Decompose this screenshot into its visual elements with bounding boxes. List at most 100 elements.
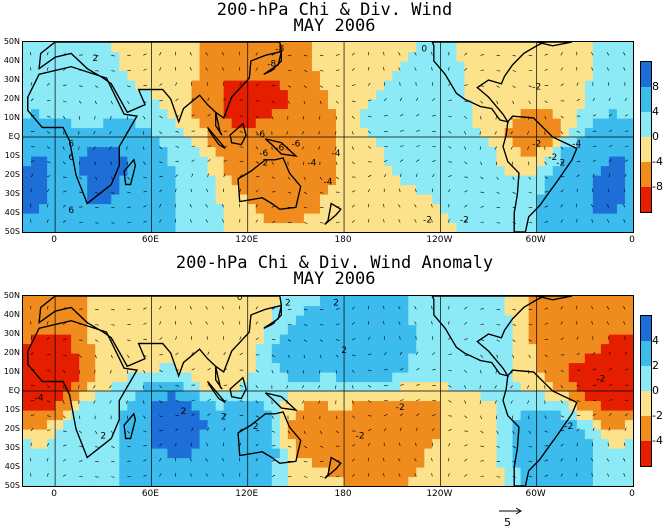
field-cell	[552, 70, 562, 81]
field-cell	[352, 108, 361, 119]
field-cell	[400, 476, 409, 486]
field-cell	[95, 194, 104, 205]
field-cell	[295, 165, 305, 176]
field-cell	[191, 400, 201, 411]
contour-label: 6	[68, 140, 74, 150]
field-cell	[159, 438, 169, 449]
field-cell	[584, 51, 594, 62]
field-cell	[175, 343, 185, 354]
field-cell	[528, 80, 538, 91]
field-cell	[352, 184, 361, 195]
field-cell	[520, 146, 530, 157]
field-cell	[336, 156, 345, 167]
field-cell	[215, 334, 225, 345]
wind-vector	[205, 219, 208, 223]
field-cell	[456, 372, 466, 383]
field-cell	[239, 127, 249, 138]
field-cell	[223, 203, 233, 214]
wind-vector	[608, 384, 613, 386]
field-cell	[279, 127, 289, 138]
field-cell	[456, 438, 466, 449]
field-cell	[183, 203, 193, 214]
field-cell	[456, 343, 466, 354]
field-cell	[31, 89, 40, 100]
field-cell	[23, 467, 32, 478]
field-cell	[480, 419, 490, 430]
field-cell	[47, 429, 56, 440]
field-cell	[384, 127, 393, 138]
field-cell	[271, 108, 281, 119]
field-cell	[472, 184, 482, 195]
field-cell	[159, 353, 169, 364]
field-cell	[311, 70, 321, 81]
contour-label: -6	[291, 140, 300, 150]
field-cell	[328, 80, 337, 91]
field-cell	[624, 156, 633, 167]
field-cell	[127, 184, 136, 195]
field-cell	[199, 80, 209, 91]
field-cell	[295, 222, 305, 232]
wind-vector	[46, 175, 51, 178]
wind-vector	[352, 354, 356, 357]
field-cell	[496, 400, 506, 411]
field-cell	[135, 61, 144, 72]
wind-vector	[607, 442, 610, 447]
field-cell	[480, 457, 490, 468]
wind-vector	[222, 188, 224, 193]
field-cell	[552, 381, 562, 392]
wind-vector	[319, 100, 322, 105]
field-cell	[191, 42, 201, 53]
field-cell	[167, 203, 177, 214]
field-cell	[560, 315, 570, 326]
field-cell	[39, 51, 48, 62]
field-cell	[536, 137, 546, 148]
field-cell	[448, 438, 458, 449]
field-cell	[103, 410, 112, 421]
field-cell	[624, 448, 633, 459]
field-cell	[624, 353, 633, 364]
field-cell	[392, 467, 401, 478]
field-cell	[504, 438, 514, 449]
field-cell	[520, 381, 530, 392]
wind-vector	[416, 427, 418, 431]
field-cell	[199, 137, 209, 148]
wind-vector	[46, 385, 50, 388]
field-cell	[151, 137, 161, 148]
field-cell	[119, 391, 128, 402]
wind-vector	[367, 400, 372, 403]
field-cell	[384, 146, 393, 157]
field-cell	[231, 203, 241, 214]
field-cell	[63, 419, 72, 430]
field-cell	[592, 137, 602, 148]
field-cell	[287, 438, 297, 449]
field-cell	[103, 70, 112, 81]
field-cell	[103, 324, 112, 335]
field-cell	[352, 391, 361, 402]
field-cell	[143, 429, 153, 440]
field-cell	[528, 51, 538, 62]
field-cell	[576, 203, 586, 214]
field-cell	[464, 42, 474, 53]
wind-vector	[496, 222, 501, 224]
field-cell	[424, 476, 433, 486]
field-cell	[31, 222, 40, 232]
wind-vector	[319, 354, 322, 359]
field-cell	[512, 99, 522, 110]
field-cell	[456, 175, 466, 186]
field-cell	[263, 457, 273, 468]
wind-vector	[560, 204, 563, 208]
field-cell	[223, 175, 233, 186]
field-cell	[544, 467, 554, 478]
field-cell	[119, 127, 128, 138]
field-cell	[199, 372, 209, 383]
field-cell	[63, 127, 72, 138]
field-cell	[319, 419, 329, 430]
field-cell	[311, 108, 321, 119]
field-cell	[576, 137, 586, 148]
field-cell	[255, 305, 265, 316]
field-cell	[456, 324, 466, 335]
wind-vector	[111, 70, 115, 72]
field-cell	[79, 184, 88, 195]
field-cell	[520, 429, 530, 440]
field-cell	[528, 334, 538, 345]
